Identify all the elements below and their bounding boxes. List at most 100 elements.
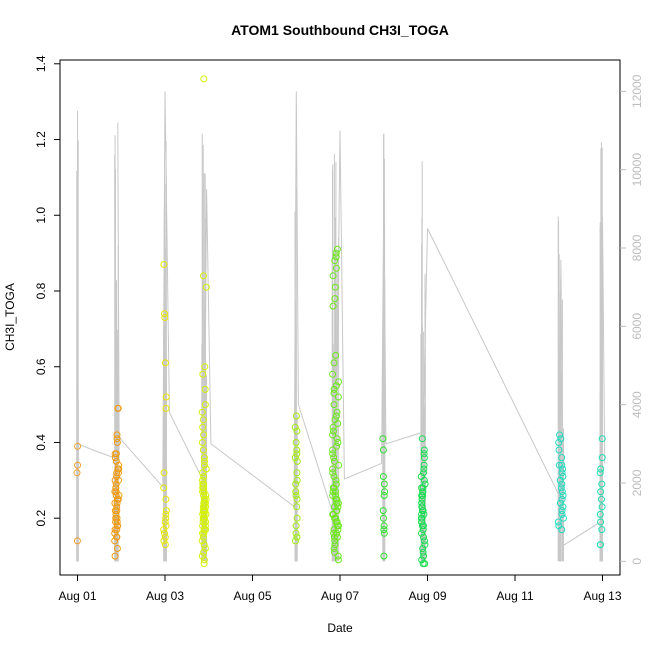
data-point — [596, 469, 604, 477]
data-point — [333, 495, 341, 503]
data-point — [598, 503, 606, 511]
data-point — [557, 484, 565, 492]
data-point — [329, 510, 337, 518]
data-point — [556, 431, 564, 439]
data-point — [200, 560, 208, 568]
data-point — [331, 548, 338, 556]
y-tick-label: 0.2 — [34, 510, 48, 527]
data-point — [333, 408, 341, 416]
data-point — [420, 465, 428, 473]
data-point — [293, 450, 301, 458]
data-point — [555, 439, 563, 446]
data-point — [420, 446, 428, 454]
data-point — [200, 507, 208, 515]
data-point — [332, 351, 340, 359]
data-point — [333, 529, 341, 537]
data-point — [160, 526, 168, 534]
data-point — [556, 476, 564, 484]
data-point — [330, 359, 338, 367]
data-point — [560, 514, 567, 522]
data-point — [330, 545, 338, 552]
data-point — [331, 541, 339, 549]
data-point — [331, 257, 339, 265]
data-point — [420, 476, 428, 484]
data-point — [334, 393, 342, 401]
data-point — [558, 488, 566, 496]
data-point — [199, 510, 207, 518]
x-tick-label: Aug 07 — [321, 589, 359, 603]
chart-title: ATOM1 Southbound CH3I_TOGA — [231, 22, 449, 38]
data-point — [380, 480, 388, 488]
data-point — [74, 461, 82, 469]
data-point — [73, 469, 81, 477]
data-point — [334, 552, 342, 560]
data-point — [114, 404, 122, 412]
data-point — [113, 439, 121, 446]
data-point — [379, 507, 387, 515]
data-point — [421, 541, 429, 549]
data-point — [558, 507, 566, 515]
data-point — [558, 526, 566, 534]
data-point — [419, 484, 427, 492]
x-tick-label: Aug 13 — [583, 589, 621, 603]
x-tick-label: Aug 01 — [58, 589, 96, 603]
data-point — [335, 461, 343, 469]
data-point — [293, 533, 301, 541]
data-point — [202, 503, 210, 511]
data-point — [379, 446, 387, 454]
data-point — [115, 461, 123, 469]
data-point — [111, 537, 119, 545]
y-tick-label: 1.4 — [34, 55, 48, 72]
y2-tick-label: 0 — [630, 558, 644, 565]
data-point — [111, 499, 119, 507]
data-point — [381, 488, 389, 496]
data-point — [558, 510, 566, 518]
data-point — [115, 492, 123, 499]
altitude-track — [76, 91, 606, 562]
data-point — [379, 473, 387, 480]
data-point — [161, 533, 169, 541]
data-point — [199, 533, 207, 541]
data-point — [198, 552, 206, 560]
data-point — [161, 518, 169, 526]
data-point — [333, 435, 341, 443]
data-point — [293, 457, 301, 465]
data-point — [379, 435, 387, 443]
data-point — [292, 522, 300, 530]
data-point — [598, 454, 606, 462]
data-point — [113, 473, 121, 480]
data-point — [202, 283, 210, 291]
data-point — [162, 514, 170, 522]
data-point — [421, 537, 428, 545]
data-point — [559, 492, 567, 499]
data-point — [115, 469, 122, 477]
data-point — [420, 454, 428, 462]
data-point — [418, 510, 426, 518]
data-point — [332, 492, 340, 499]
data-point — [161, 529, 168, 537]
data-point — [380, 522, 388, 530]
data-point — [162, 393, 170, 401]
data-point — [201, 401, 209, 409]
data-point — [160, 261, 168, 268]
data-point — [113, 545, 121, 552]
data-point — [201, 363, 209, 371]
data-point — [557, 435, 565, 443]
data-point — [112, 510, 120, 518]
data-point — [293, 446, 301, 454]
data-point — [558, 469, 566, 477]
data-point — [330, 529, 338, 537]
data-point — [162, 404, 170, 412]
y-tick-label: 0.4 — [34, 434, 48, 451]
data-point — [596, 510, 604, 518]
data-point — [161, 359, 169, 367]
data-point — [380, 526, 388, 534]
y2-tick-label: 12000 — [630, 74, 644, 108]
data-point — [112, 484, 120, 492]
data-point — [418, 503, 426, 511]
data-point — [200, 454, 208, 462]
data-point — [113, 514, 121, 522]
data-point — [161, 541, 169, 549]
data-point — [161, 310, 168, 318]
data-point — [202, 492, 210, 499]
